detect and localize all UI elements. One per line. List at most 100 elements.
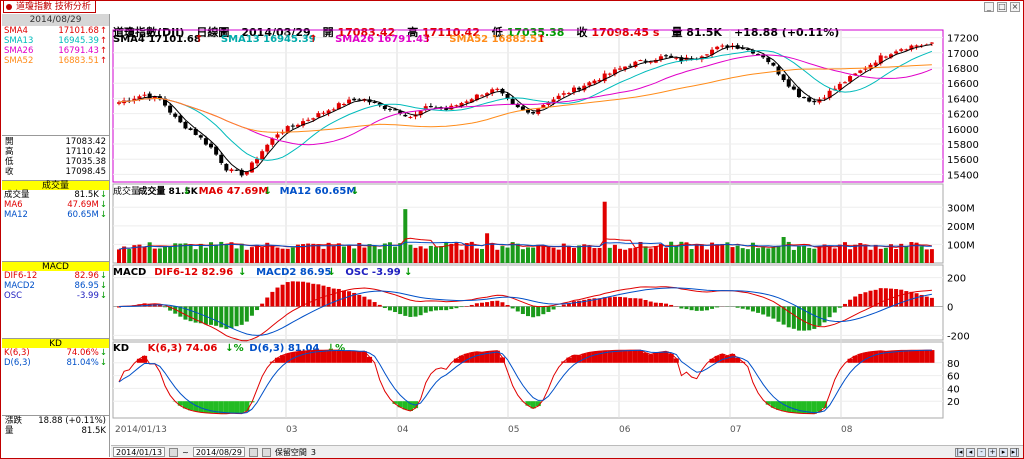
macd-osc-bar bbox=[914, 293, 919, 307]
maximize-icon[interactable]: □ bbox=[997, 2, 1007, 12]
candle bbox=[347, 99, 352, 104]
volume-info-value: 81.5K bbox=[74, 190, 99, 200]
macd-osc-bar bbox=[602, 297, 607, 307]
candle bbox=[510, 98, 515, 105]
volume-bar bbox=[403, 209, 408, 263]
volume-bar bbox=[674, 246, 679, 263]
kd-overbought-fill bbox=[290, 352, 296, 363]
macd-osc-bar bbox=[786, 306, 791, 328]
sma-row: SMA4 17101.68 ↑ bbox=[2, 26, 109, 36]
kd-overbought-fill bbox=[356, 351, 362, 363]
volume-bar bbox=[142, 246, 147, 263]
volume-bar bbox=[439, 246, 444, 263]
volume-bar bbox=[367, 244, 372, 263]
kd-overbought-fill bbox=[714, 355, 720, 363]
candle bbox=[479, 95, 484, 97]
kd-info-row: K(6,3) 74.06% ↓ bbox=[2, 348, 109, 358]
candle bbox=[382, 105, 387, 110]
volume-bar bbox=[730, 247, 735, 263]
volume-bar bbox=[664, 247, 669, 263]
candle bbox=[612, 69, 617, 75]
candle bbox=[188, 128, 193, 130]
candle bbox=[873, 62, 878, 66]
candle bbox=[827, 90, 832, 98]
candle bbox=[546, 102, 551, 105]
candle bbox=[909, 45, 914, 50]
volume-bar bbox=[469, 241, 474, 263]
chart-area[interactable]: 道瓊指數(DJI) 日線圖 2014/08/29 開 17083.42 高 17… bbox=[111, 14, 1023, 444]
from-date-field[interactable]: 2014/01/13 bbox=[113, 447, 166, 457]
macd-osc-bar bbox=[474, 303, 479, 307]
close-icon[interactable]: × bbox=[1010, 2, 1020, 12]
volume-bar bbox=[219, 241, 224, 263]
kd-overbought-fill bbox=[571, 355, 577, 363]
to-date-field[interactable]: 2014/08/29 bbox=[192, 447, 245, 457]
volume-y-tick: 300M bbox=[947, 203, 975, 214]
candle bbox=[740, 48, 745, 50]
volume-bar bbox=[812, 248, 817, 263]
stock-chart[interactable]: 2014/01/13 03 04 05 06 07 08 17200 17000 16800 166… bbox=[111, 14, 1023, 444]
candle bbox=[771, 62, 776, 66]
volume-bar bbox=[520, 249, 525, 263]
zoom-out-icon[interactable]: - bbox=[977, 447, 986, 457]
first-icon[interactable]: |◂ bbox=[955, 447, 964, 457]
window-tab[interactable]: 道瓊指數 技術分析 bbox=[3, 1, 96, 13]
candle bbox=[357, 99, 362, 101]
kd-overbought-fill bbox=[888, 350, 894, 363]
volume-bar bbox=[715, 244, 720, 263]
candle bbox=[597, 79, 602, 82]
kd-oversold-fill bbox=[791, 401, 797, 413]
volume-bar bbox=[260, 247, 265, 263]
volume-bar bbox=[479, 248, 484, 263]
change-row: 漲跌 18.88 (+0.11%) bbox=[2, 416, 109, 426]
last-icon[interactable]: ▸| bbox=[1010, 447, 1019, 457]
macd-osc-bar bbox=[387, 306, 392, 311]
vol-label: 量 bbox=[671, 26, 683, 39]
volume-bar bbox=[336, 243, 341, 263]
sma4-line bbox=[118, 44, 932, 173]
candle bbox=[618, 68, 623, 70]
candle bbox=[321, 112, 326, 114]
macd-osc-bar bbox=[500, 302, 505, 307]
kd-overbought-fill bbox=[361, 351, 367, 363]
kd-overbought-fill bbox=[735, 357, 741, 363]
volume-bar bbox=[234, 248, 239, 263]
macd-osc-bar bbox=[485, 302, 490, 307]
calendar-icon[interactable] bbox=[248, 447, 258, 457]
macd-header: MACD bbox=[2, 261, 109, 272]
next-icon[interactable]: ▸ bbox=[999, 447, 1008, 457]
candle bbox=[295, 124, 300, 127]
macd-info-row: MACD2 86.95 ↓ bbox=[2, 281, 109, 291]
volume-bar bbox=[270, 245, 275, 263]
prev-icon[interactable]: ◂ bbox=[966, 447, 975, 457]
macd-y-tick: 0 bbox=[947, 303, 953, 314]
macd-osc-bar bbox=[510, 306, 515, 309]
calendar-icon[interactable] bbox=[169, 447, 179, 457]
volume-bar bbox=[802, 245, 807, 263]
sma-value: 16791.43 bbox=[58, 46, 99, 56]
volume-bar bbox=[735, 245, 740, 263]
kd-info: KD K(6,3) 74.06% ↓ D(6,3) 81.04% ↓ bbox=[2, 338, 109, 368]
volume-info-label: MA6 bbox=[4, 200, 23, 210]
volume-bar bbox=[173, 243, 178, 263]
volume-bar bbox=[132, 245, 137, 263]
candle bbox=[643, 60, 648, 62]
macd-osc-bar bbox=[331, 288, 336, 307]
macd-osc-bar bbox=[618, 296, 623, 307]
candle bbox=[607, 73, 612, 75]
macd-osc-bar bbox=[888, 288, 893, 307]
macd-osc-bar bbox=[679, 306, 684, 309]
macd-osc-bar bbox=[858, 293, 863, 307]
candle bbox=[178, 115, 183, 123]
minimize-icon[interactable]: _ bbox=[984, 2, 994, 12]
macd-osc-bar bbox=[868, 290, 873, 307]
volume-bar bbox=[658, 243, 663, 263]
sma-row: SMA26 16791.43 ↑ bbox=[2, 46, 109, 56]
macd-osc-bar bbox=[260, 303, 265, 307]
kd-overbought-fill bbox=[336, 350, 342, 363]
kd-header: KD bbox=[2, 338, 109, 349]
zoom-in-icon[interactable]: + bbox=[988, 447, 997, 457]
volume-bar bbox=[750, 242, 755, 263]
checkbox-icon[interactable] bbox=[261, 447, 271, 457]
